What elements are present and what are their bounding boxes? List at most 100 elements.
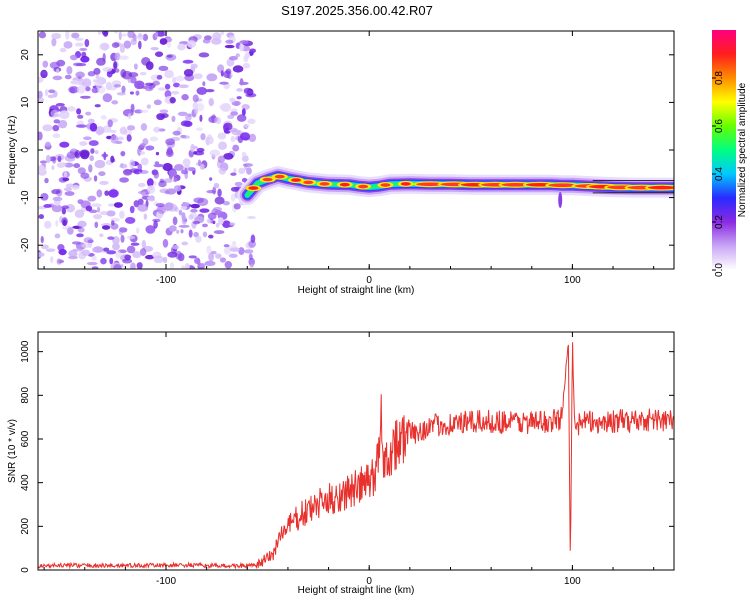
noise-blob (94, 150, 99, 155)
noise-blob (243, 123, 250, 128)
noise-blob (198, 52, 210, 58)
noise-blob (42, 60, 49, 68)
noise-blob (81, 51, 87, 58)
spectrogram-y-tick-label: 10 (20, 96, 31, 108)
noise-blob (85, 86, 91, 92)
noise-blob (79, 47, 88, 52)
noise-blob (212, 32, 222, 41)
noise-blob (155, 202, 165, 208)
noise-blob (182, 202, 190, 206)
noise-blob (230, 193, 236, 202)
noise-blob (183, 69, 194, 77)
noise-blob (99, 42, 110, 51)
colorbar-tick-label: 0.4 (714, 167, 725, 181)
noise-blob (61, 217, 68, 226)
noise-blob (155, 151, 160, 156)
noise-blob (196, 86, 208, 95)
noise-blob (199, 163, 205, 170)
noise-blob (225, 39, 234, 44)
noise-blob (51, 204, 63, 213)
noise-blob (153, 220, 158, 229)
noise-blob (55, 103, 65, 107)
noise-blob (180, 229, 184, 234)
spectrogram-x-axis-label: Height of straight line (km) (298, 285, 415, 296)
noise-blob (197, 258, 201, 267)
noise-blob (220, 31, 225, 36)
noise-blob (91, 247, 95, 253)
noise-blob (244, 52, 251, 59)
signal-hotspot-core (339, 182, 350, 187)
noise-blob (120, 234, 125, 243)
noise-blob (111, 42, 120, 48)
snr-y-axis-label: SNR (10 * v/v) (7, 419, 18, 483)
noise-blob (206, 245, 212, 255)
noise-blob (185, 114, 192, 121)
noise-blob (99, 180, 109, 186)
noise-blob (207, 212, 217, 220)
noise-blob (45, 154, 51, 164)
noise-blob (163, 178, 173, 183)
noise-blob (75, 71, 85, 79)
noise-blob (144, 254, 155, 260)
colorbar-tick-label: 0.8 (714, 71, 725, 85)
noise-blob (51, 37, 57, 47)
noise-blob (52, 124, 60, 132)
spectrogram-x-tick-label: 0 (366, 275, 372, 286)
noise-blob (44, 177, 49, 184)
noise-blob (206, 218, 212, 224)
noise-blob (217, 132, 227, 140)
noise-blob (208, 98, 215, 107)
signal-hotspot-core (501, 182, 530, 187)
noise-blob (70, 80, 80, 85)
noise-blob (106, 250, 117, 255)
noise-blob (124, 254, 132, 260)
noise-blob (106, 70, 113, 78)
noise-blob (130, 242, 140, 246)
noise-blob (177, 126, 182, 132)
noise-blob (183, 120, 193, 128)
noise-blob (109, 257, 114, 265)
spectrogram-y-tick-label: 20 (20, 49, 31, 61)
signal-dip-feature (558, 191, 563, 208)
noise-blob (205, 89, 215, 93)
noise-blob (110, 155, 115, 163)
noise-blob (195, 127, 204, 131)
noise-blob (238, 247, 245, 255)
noise-blob (68, 249, 78, 258)
noise-blob (58, 119, 68, 129)
noise-blob (193, 150, 198, 155)
noise-blob (171, 115, 176, 123)
noise-blob (137, 198, 144, 206)
noise-blob (52, 75, 63, 81)
noise-blob (107, 119, 113, 128)
noise-blob (66, 66, 73, 75)
noise-blob (119, 227, 128, 233)
colorbar-ticks: 0.0 0.2 0.4 0.6 0.8 (712, 71, 725, 277)
noise-blob (103, 31, 109, 37)
noise-blob (121, 85, 126, 94)
noise-blob (154, 51, 164, 57)
spectrogram-x-tick-label: 100 (564, 275, 581, 286)
noise-blob (74, 209, 85, 218)
noise-blob (151, 169, 159, 176)
spectrogram-x-tick-label: -100 (156, 275, 176, 286)
noise-blob (146, 195, 156, 201)
noise-blob (236, 88, 243, 92)
noise-blob (172, 76, 177, 84)
noise-blob (160, 113, 169, 119)
noise-blob (83, 237, 93, 244)
noise-blob (154, 31, 159, 38)
signal-hotspot-core (262, 177, 273, 182)
noise-blob (225, 68, 232, 75)
snr-x-tick-label: 100 (564, 576, 581, 587)
noise-blob (232, 144, 240, 152)
noise-blob (239, 132, 251, 141)
noise-blob (236, 114, 247, 122)
noise-blob (73, 163, 81, 169)
noise-blob (241, 108, 246, 116)
noise-blob (171, 90, 180, 95)
noise-blob (169, 97, 176, 104)
noise-blob (50, 256, 54, 263)
spectrogram-y-axis-label: Frequency (Hz) (7, 116, 18, 185)
